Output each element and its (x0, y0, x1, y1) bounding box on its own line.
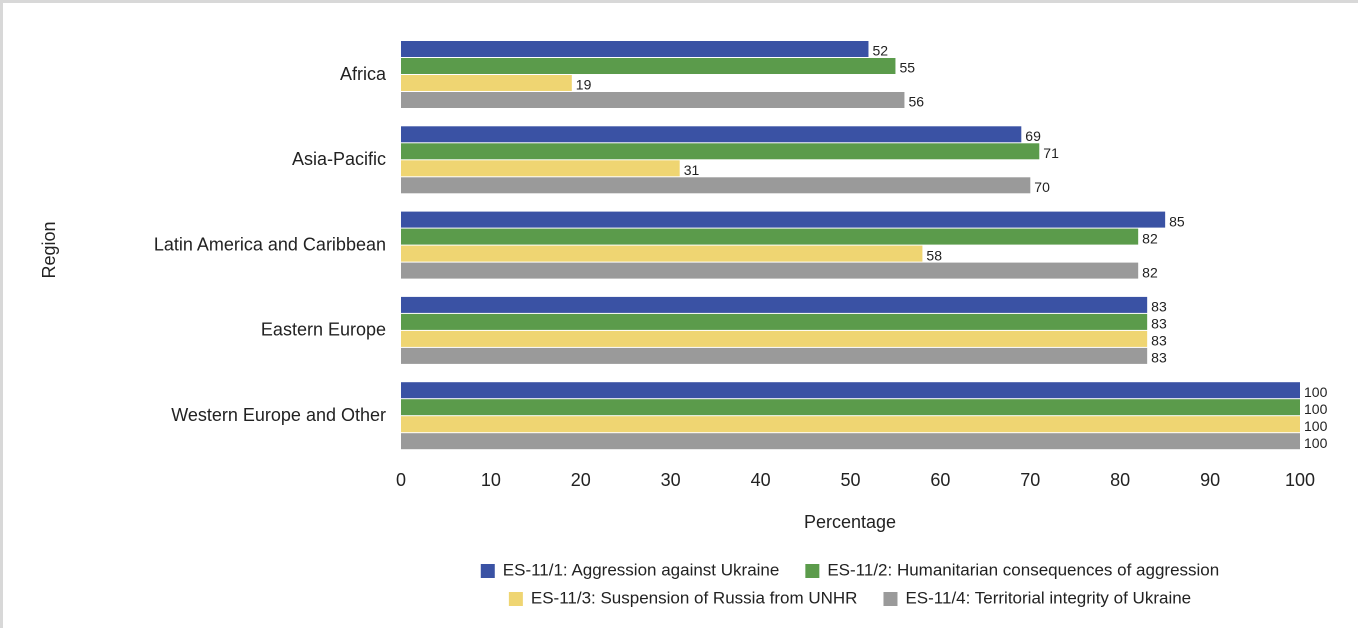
legend-label: ES-11/3: Suspension of Russia from UNHR (531, 588, 858, 607)
data-label: 55 (899, 60, 915, 76)
bar (401, 75, 572, 91)
bar (401, 330, 1148, 347)
data-label: 100 (1304, 401, 1328, 417)
data-label: 71 (1043, 145, 1059, 161)
bar (401, 245, 923, 262)
legend-item: ES-11/2: Humanitarian consequences of ag… (827, 560, 1219, 579)
bar (401, 92, 905, 108)
bar (401, 262, 1139, 279)
bar (401, 143, 1040, 160)
y-tick-label: Eastern Europe (261, 320, 386, 340)
legend-swatch (508, 592, 523, 606)
x-tick-label: 20 (571, 470, 591, 490)
y-axis-label: Region (39, 221, 59, 278)
data-label: 82 (1142, 264, 1158, 280)
x-tick-label: 10 (481, 470, 501, 490)
data-label: 83 (1151, 333, 1167, 349)
legend-label: ES-11/4: Territorial integrity of Ukrain… (905, 588, 1191, 607)
bar (401, 313, 1148, 330)
data-label: 19 (576, 77, 592, 93)
data-label: 100 (1304, 384, 1328, 400)
legend-item: ES-11/3: Suspension of Russia from UNHR (531, 588, 858, 607)
data-label: 100 (1304, 435, 1328, 451)
legend-item: ES-11/4: Territorial integrity of Ukrain… (905, 588, 1191, 607)
legend-swatch (883, 592, 898, 606)
legend-label: ES-11/2: Humanitarian consequences of ag… (827, 560, 1219, 579)
data-label: 70 (1034, 179, 1050, 195)
legend-swatch (480, 564, 495, 578)
y-tick-label: Asia-Pacific (292, 149, 386, 169)
bar (401, 296, 1148, 313)
bar (401, 228, 1139, 245)
data-label: 31 (684, 162, 700, 178)
data-label: 56 (908, 94, 924, 110)
data-label: 52 (872, 43, 888, 59)
y-tick-label: Western Europe and Other (171, 405, 386, 425)
bar (401, 177, 1031, 194)
y-tick-label: Africa (340, 64, 387, 84)
legend-label: ES-11/1: Aggression against Ukraine (503, 560, 780, 579)
bar (401, 58, 896, 74)
x-tick-label: 90 (1200, 470, 1220, 490)
legend-item: ES-11/1: Aggression against Ukraine (503, 560, 780, 579)
bar (401, 399, 1300, 416)
bar (401, 416, 1300, 433)
x-tick-label: 100 (1285, 470, 1315, 490)
x-tick-label: 50 (840, 470, 860, 490)
x-tick-label: 30 (661, 470, 681, 490)
x-tick-label: 0 (396, 470, 406, 490)
y-tick-label: Latin America and Caribbean (154, 234, 386, 254)
bar (401, 160, 680, 177)
data-label: 83 (1151, 299, 1167, 315)
data-label: 83 (1151, 316, 1167, 332)
bar (401, 433, 1300, 450)
bar (401, 211, 1166, 228)
data-label: 85 (1169, 213, 1185, 229)
bar (401, 347, 1148, 364)
bar (401, 126, 1022, 143)
legend-swatch (805, 564, 820, 578)
bar (401, 382, 1300, 399)
data-label: 69 (1025, 128, 1041, 144)
x-tick-label: 60 (930, 470, 950, 490)
x-tick-label: 40 (751, 470, 771, 490)
x-tick-label: 80 (1110, 470, 1130, 490)
bar (401, 41, 869, 57)
data-label: 100 (1304, 418, 1328, 434)
data-label: 82 (1142, 230, 1158, 246)
x-tick-label: 70 (1020, 470, 1040, 490)
x-axis-label: Percentage (804, 512, 896, 532)
data-label: 83 (1151, 350, 1167, 366)
data-label: 58 (926, 247, 942, 263)
